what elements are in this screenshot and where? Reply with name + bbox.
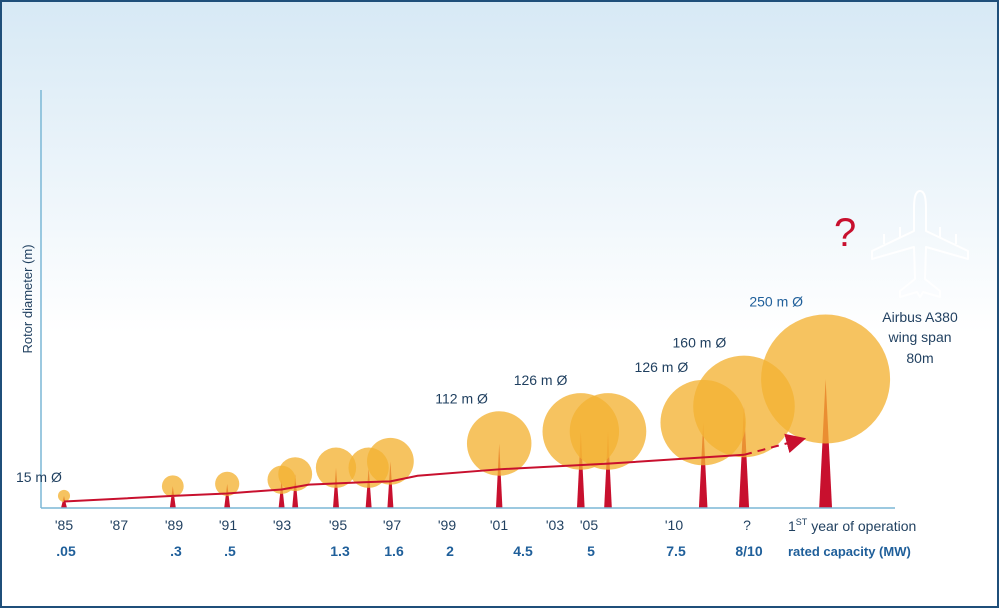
turbine-tower (604, 431, 612, 508)
airbus-label-line-1: Airbus A380 (882, 309, 958, 325)
capacity-axis-label: rated capacity (MW) (788, 544, 911, 559)
rotor-bubble (761, 314, 891, 444)
trend-line-dashed (743, 433, 807, 456)
turbine-tower (278, 479, 285, 508)
rotor-bubble (278, 457, 313, 492)
year-tick: '10 (665, 517, 683, 533)
capacity-tick-labels: .05 .3 .5 1.3 1.6 2 4.5 5 7.5 8/10 (56, 543, 763, 559)
question-mark: ? (834, 211, 856, 255)
capacity-tick: .3 (170, 543, 182, 559)
rotor-bubble (367, 437, 414, 485)
rotor-bubble (161, 475, 184, 498)
diameter-label: 112 m Ø (435, 390, 488, 406)
x-axis-label-prefix: 1 (788, 518, 796, 534)
rotor-bubble (57, 489, 71, 502)
airbus-comparison-text: Airbus A380 wing span 80m (882, 309, 958, 366)
year-tick: '95 (329, 517, 347, 533)
diameter-label: 126 m Ø (635, 359, 689, 375)
turbine-tower (169, 486, 176, 508)
x-axis-label-suffix: year of operation (807, 518, 916, 534)
turbine-tower (61, 495, 67, 508)
y-axis-label: Rotor diameter (m) (20, 244, 35, 353)
capacity-tick: .05 (56, 543, 76, 559)
rotor-bubble (315, 447, 357, 488)
year-tick: '85 (55, 517, 73, 533)
year-tick: ? (743, 517, 751, 533)
capacity-tick: 5 (587, 543, 595, 559)
capacity-tick: 7.5 (666, 543, 686, 559)
capacity-tick: 1.6 (384, 543, 404, 559)
airbus-label-line-3: 80m (906, 350, 933, 366)
x-axis-label-superscript: ST (796, 517, 808, 527)
diameter-label: 160 m Ø (673, 335, 727, 351)
trend-line-solid (63, 453, 745, 503)
year-tick: '91 (219, 517, 237, 533)
rotor-bubble (215, 471, 240, 496)
capacity-tick: .5 (224, 543, 236, 559)
capacity-tick: 2 (446, 543, 454, 559)
capacity-tick: 4.5 (513, 543, 533, 559)
year-tick: '05 (580, 517, 598, 533)
diameter-label: 126 m Ø (514, 372, 568, 388)
rotor-bubble (466, 411, 532, 476)
turbine-tower (576, 431, 585, 508)
year-tick: '03 (546, 517, 564, 533)
diameter-labels: 15 m Ø 112 m Ø 126 m Ø 126 m Ø 160 m Ø 250 m … (16, 294, 803, 485)
year-tick: '89 (165, 517, 183, 533)
year-tick: '97 (383, 517, 401, 533)
diameter-label: 250 m Ø (749, 294, 803, 310)
capacity-tick: 1.3 (330, 543, 350, 559)
turbine-tower (495, 443, 503, 508)
year-tick: '87 (110, 517, 128, 533)
turbine-tower (819, 379, 833, 508)
rotor-bubble (569, 393, 647, 470)
diameter-label: 15 m Ø (16, 469, 62, 485)
year-tick-labels: '85 '87 '89 '91 '93 '95 '97 '99 '01 '03 '05 '10? (55, 517, 751, 533)
x-axis-label: 1ST year of operation (788, 517, 916, 534)
capacity-tick: 8/10 (735, 543, 762, 559)
year-tick: '01 (490, 517, 508, 533)
year-tick: '99 (438, 517, 456, 533)
airbus-label-line-2: wing span (887, 329, 951, 345)
year-tick: '93 (273, 517, 291, 533)
airbus-a380-icon (871, 190, 969, 298)
bubble-layer (57, 314, 891, 502)
